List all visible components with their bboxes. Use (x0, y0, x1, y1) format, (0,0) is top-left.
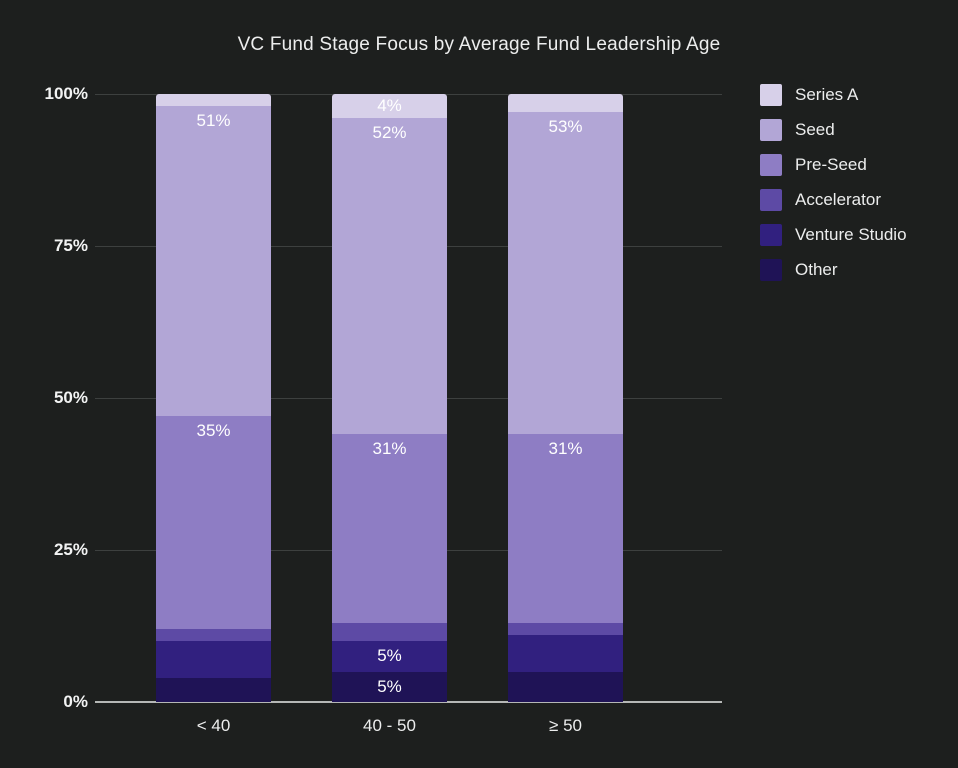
segment-value-label: 4% (377, 96, 402, 116)
bar-segment[interactable] (156, 629, 271, 642)
legend-item[interactable]: Series A (760, 84, 907, 106)
stacked-bar: 53% 31% (508, 94, 623, 702)
x-axis-category-label: < 40 (196, 716, 231, 735)
bar-segment[interactable]: 5% (332, 671, 447, 702)
legend-item[interactable]: Accelerator (760, 189, 907, 211)
bar-segment[interactable]: 4% (332, 94, 447, 119)
chart-title: VC Fund Stage Focus by Average Fund Lead… (237, 34, 721, 55)
bar-segment[interactable] (156, 641, 271, 678)
bar-segment[interactable] (508, 671, 623, 702)
x-axis-line (95, 701, 722, 703)
bar-segment[interactable] (508, 94, 623, 113)
bar-segment[interactable] (332, 622, 447, 642)
legend-item[interactable]: Pre-Seed (760, 154, 907, 176)
x-axis-category-label: 40 - 50 (363, 716, 416, 735)
y-axis-tick-label: 0% (63, 692, 88, 711)
bar-segment[interactable] (508, 622, 623, 636)
legend-swatch (760, 84, 782, 106)
stacked-bar: 51% 35% (156, 94, 271, 702)
legend-swatch (760, 189, 782, 211)
y-axis-tick-label: 100% (44, 84, 88, 103)
legend-label: Accelerator (795, 190, 881, 209)
legend-swatch (760, 224, 782, 246)
legend-item[interactable]: Venture Studio (760, 224, 907, 246)
legend-swatch (760, 259, 782, 281)
y-axis-tick-label: 25% (53, 540, 88, 559)
y-axis-tick-label: 75% (53, 236, 88, 255)
segment-value-label: 5% (377, 676, 402, 696)
bar-segment[interactable]: 53% (508, 112, 623, 435)
legend-item[interactable]: Seed (760, 119, 907, 141)
legend-label: Seed (795, 120, 835, 139)
legend: Series A Seed Pre-Seed Accelerator Venture S… (760, 84, 907, 294)
segment-value-label: 52% (372, 123, 407, 143)
segment-value-label: 53% (548, 117, 583, 137)
stacked-bar: 4% 52% 31% 5% 5% (332, 94, 447, 702)
plot-area: 51% 35% 4% 52% 31% 5% 5% 53% 31% (95, 94, 722, 703)
legend-label: Pre-Seed (795, 155, 867, 174)
legend-swatch (760, 154, 782, 176)
legend-label: Venture Studio (795, 225, 907, 244)
bar-segment[interactable]: 31% (508, 434, 623, 623)
bar-segment[interactable]: 52% (332, 118, 447, 435)
segment-value-label: 31% (372, 439, 407, 459)
segment-value-label: 31% (548, 439, 583, 459)
bar-segment[interactable]: 5% (332, 641, 447, 672)
bar-segment[interactable]: 51% (156, 106, 271, 417)
legend-label: Series A (795, 85, 859, 104)
bar-segment[interactable] (156, 677, 271, 702)
segment-value-label: 35% (196, 421, 231, 441)
x-axis-category-label: ≥ 50 (549, 716, 582, 735)
legend-label: Other (795, 260, 838, 279)
bar-segment[interactable]: 35% (156, 416, 271, 630)
legend-swatch (760, 119, 782, 141)
bar-segment[interactable] (508, 635, 623, 672)
segment-value-label: 51% (196, 111, 231, 131)
bar-segment[interactable]: 31% (332, 434, 447, 623)
segment-value-label: 5% (377, 646, 402, 666)
bar-segment[interactable] (156, 94, 271, 107)
y-axis-tick-label: 50% (53, 388, 88, 407)
legend-item[interactable]: Other (760, 259, 907, 281)
